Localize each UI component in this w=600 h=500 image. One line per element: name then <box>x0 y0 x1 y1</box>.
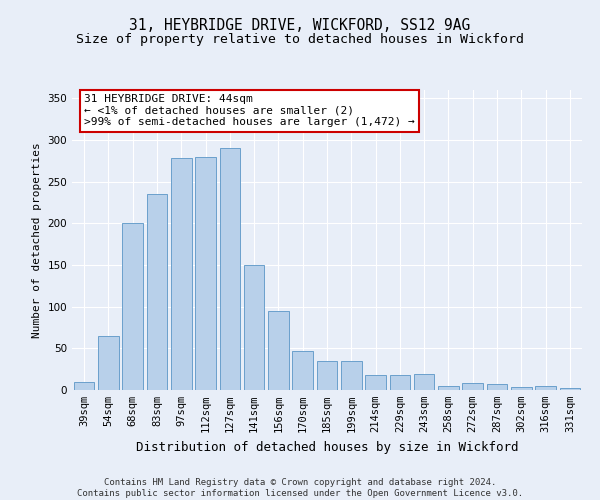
Bar <box>98 336 119 390</box>
Bar <box>511 386 532 390</box>
Bar <box>365 375 386 390</box>
Bar <box>438 386 459 390</box>
Text: 31 HEYBRIDGE DRIVE: 44sqm
← <1% of detached houses are smaller (2)
>99% of semi-: 31 HEYBRIDGE DRIVE: 44sqm ← <1% of detac… <box>84 94 415 128</box>
Text: Size of property relative to detached houses in Wickford: Size of property relative to detached ho… <box>76 32 524 46</box>
Bar <box>195 156 216 390</box>
Bar <box>171 158 191 390</box>
Bar <box>220 148 240 390</box>
Bar <box>341 361 362 390</box>
Bar <box>535 386 556 390</box>
Bar <box>244 265 265 390</box>
Bar <box>487 384 508 390</box>
Bar <box>317 361 337 390</box>
Bar <box>74 382 94 390</box>
Text: Contains HM Land Registry data © Crown copyright and database right 2024.
Contai: Contains HM Land Registry data © Crown c… <box>77 478 523 498</box>
Bar <box>122 224 143 390</box>
Bar <box>414 374 434 390</box>
Bar <box>292 351 313 390</box>
Y-axis label: Number of detached properties: Number of detached properties <box>32 142 42 338</box>
X-axis label: Distribution of detached houses by size in Wickford: Distribution of detached houses by size … <box>136 440 518 454</box>
Text: 31, HEYBRIDGE DRIVE, WICKFORD, SS12 9AG: 31, HEYBRIDGE DRIVE, WICKFORD, SS12 9AG <box>130 18 470 32</box>
Bar <box>389 375 410 390</box>
Bar <box>268 311 289 390</box>
Bar <box>146 194 167 390</box>
Bar <box>560 388 580 390</box>
Bar <box>463 382 483 390</box>
